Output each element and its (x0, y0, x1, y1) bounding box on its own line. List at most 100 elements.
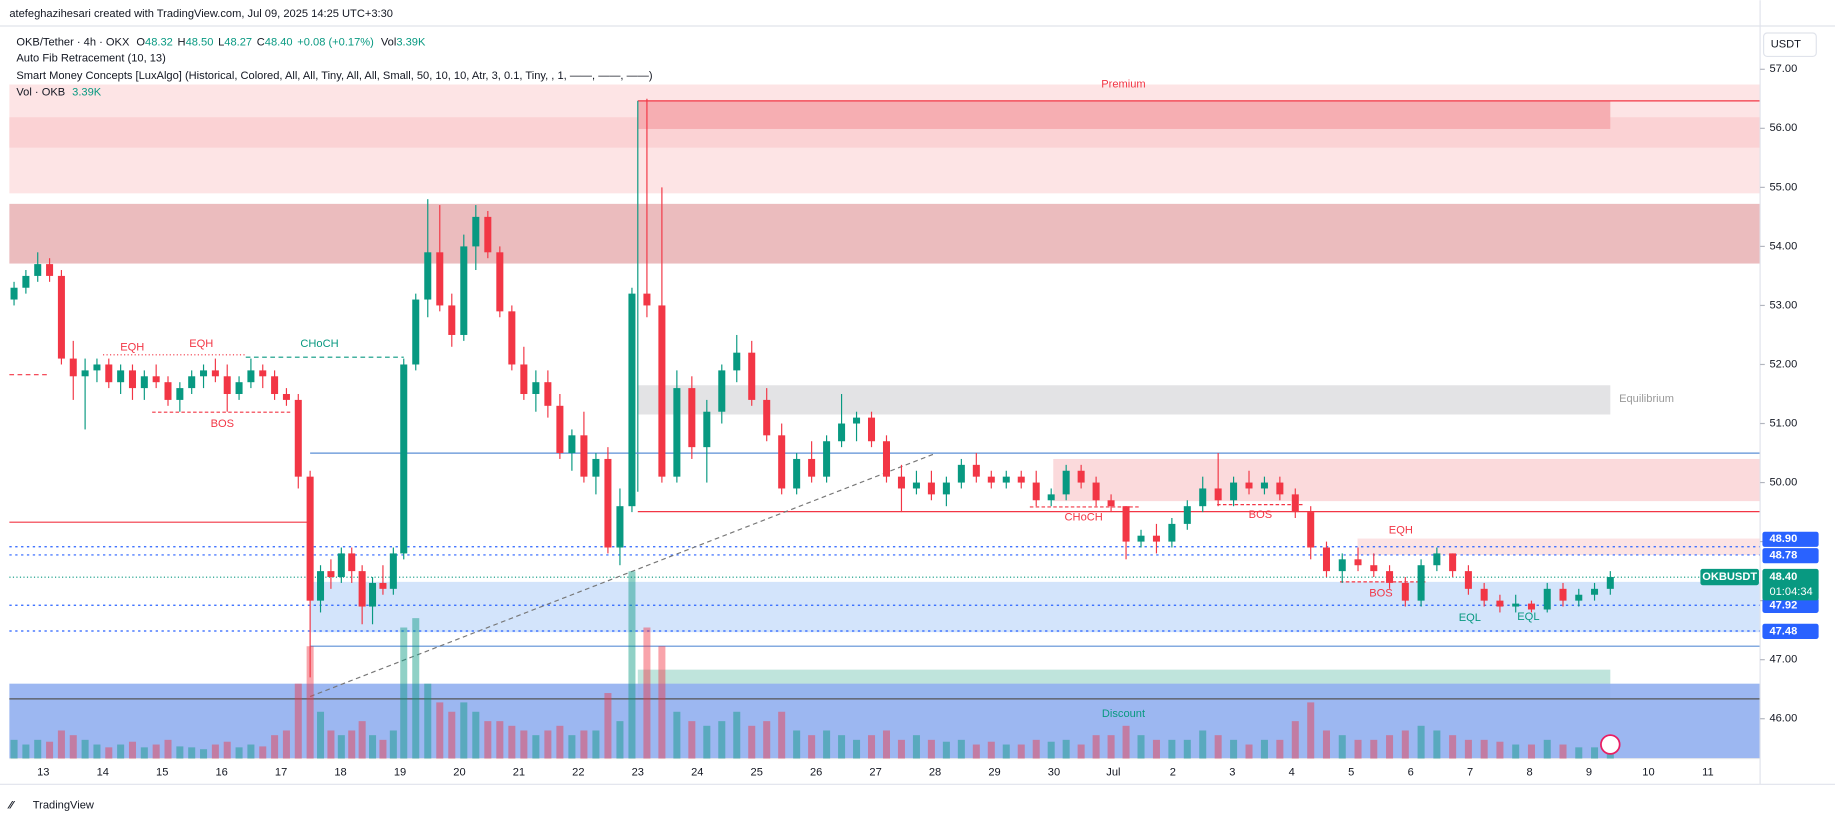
candle-body (10, 287, 18, 300)
candle-body (1002, 476, 1010, 483)
candle-body (1122, 506, 1130, 542)
credit: atefeghazihesari created with TradingVie… (9, 8, 393, 20)
candle-body (46, 264, 54, 276)
y-tick-label: 52.00 (1769, 358, 1797, 370)
volume-bar (140, 747, 148, 759)
y-tick-label: 47.00 (1769, 654, 1797, 666)
indicator: Smart Money Concepts [LuxAlgo] (Historic… (16, 70, 652, 82)
candle-body (1370, 565, 1378, 572)
price-tag (1762, 623, 1819, 639)
volume-bar (592, 730, 600, 759)
volume-bar (117, 744, 125, 759)
y-tick-label: 46.00 (1769, 713, 1797, 725)
volume-bar (1107, 735, 1115, 759)
volume-bar (1464, 739, 1472, 759)
discount-zone (9, 683, 1761, 759)
candle-body (306, 476, 314, 601)
candle-body (93, 364, 101, 371)
candle-body (1543, 588, 1551, 610)
candle-layer (10, 98, 1614, 678)
volume-bar (1527, 744, 1535, 759)
candle-body (1062, 470, 1070, 495)
candle-body (1092, 482, 1100, 501)
y-tick-label: 55.00 (1769, 181, 1797, 193)
candle-body (484, 216, 492, 253)
volume-bar (793, 730, 801, 759)
volume-bar (556, 725, 564, 759)
volume-bar (34, 739, 42, 759)
volume-bar (927, 739, 935, 759)
volume-bar (1152, 739, 1160, 759)
x-tick-label: 2 (1170, 767, 1176, 779)
indicator: Auto Fib Retracement (10, 13) (16, 53, 166, 65)
annotation: CHoCH (300, 338, 338, 350)
candle-body (1199, 488, 1207, 507)
volume-bar (733, 711, 741, 759)
candle-body (793, 458, 801, 489)
volume-bar (1291, 721, 1299, 759)
candle-body (337, 553, 345, 578)
vol-name: Vol · OKB (16, 87, 65, 99)
candle-body (1606, 577, 1614, 589)
volume-bar (105, 747, 113, 759)
volume-bar (282, 730, 290, 759)
candle-body (1591, 588, 1599, 595)
annotation: BOS (1369, 588, 1392, 600)
volume-bar (1245, 744, 1253, 759)
x-tick-label: 17 (275, 767, 287, 779)
candle-body (1214, 488, 1222, 501)
candle-body (897, 476, 905, 489)
fib-trend (309, 452, 937, 698)
volume-bar (1077, 744, 1085, 759)
last-price-tag (1762, 568, 1819, 601)
price-tag (1762, 531, 1819, 547)
candle-body (327, 571, 335, 578)
volume-bar (1543, 739, 1551, 759)
candle-body (1512, 603, 1520, 607)
volume-bar (1183, 739, 1191, 759)
candle-body (688, 388, 696, 448)
field-value: 48.40 (265, 36, 293, 48)
volume-bar (838, 735, 846, 759)
candle-body (1338, 559, 1346, 572)
candle-body (1245, 482, 1253, 489)
candle-body (882, 441, 890, 477)
volume-bar (448, 711, 456, 759)
candle-body (853, 417, 861, 424)
currency-box[interactable] (1763, 32, 1817, 57)
y-tick-label: 57.00 (1769, 63, 1797, 75)
candle-body (400, 364, 408, 554)
volume-bar (128, 741, 136, 759)
alert-icon[interactable] (1600, 734, 1621, 755)
candle-body (957, 464, 965, 483)
volume-bar (1338, 735, 1346, 759)
volume-bar (1559, 744, 1567, 759)
y-tick-label: 56.00 (1769, 122, 1797, 134)
currency[interactable]: USDT (1771, 39, 1801, 51)
volume-bar (348, 730, 356, 759)
volume-bar (460, 702, 468, 759)
candle-body (868, 417, 876, 442)
candle-body (927, 482, 935, 495)
volume-bar (1322, 730, 1330, 759)
candle-body (496, 252, 504, 312)
vol-value: 3.39K (72, 87, 102, 99)
volume-bar (718, 721, 726, 759)
candle-body (460, 246, 468, 335)
candle-body (412, 299, 420, 365)
volume-bar (1449, 735, 1457, 759)
volume-bar (69, 735, 77, 759)
volume-bar (673, 711, 681, 759)
x-tick-label: 25 (751, 767, 763, 779)
candle-body (718, 370, 726, 412)
x-tick-label: 18 (334, 767, 346, 779)
demand-zone (310, 581, 1761, 633)
volume-bar (532, 735, 540, 759)
annotation: BOS (211, 418, 234, 430)
volume-bar (1032, 739, 1040, 759)
candle-body (592, 458, 600, 477)
volume-bar (46, 741, 54, 759)
volume-bar (1496, 741, 1504, 759)
candle-body (1260, 482, 1268, 489)
price-tag (1762, 597, 1819, 613)
